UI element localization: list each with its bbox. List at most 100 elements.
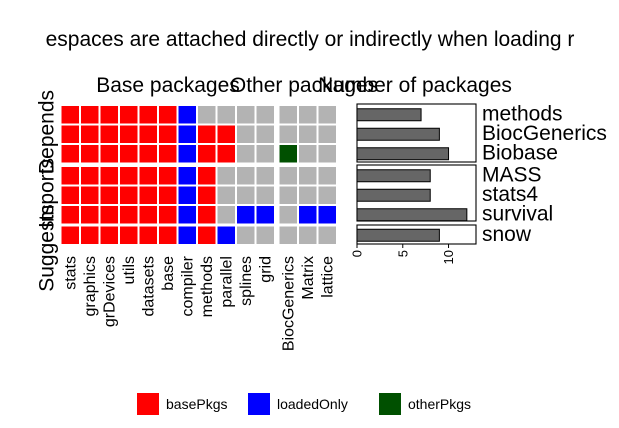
facet-title-base: Base packages [96, 74, 240, 97]
legend-label: basePkgs [166, 396, 227, 412]
legend-swatch [379, 393, 401, 415]
x-tick-label: grid [257, 256, 274, 283]
heatmap-cell [217, 145, 235, 163]
heatmap-cell [237, 226, 255, 244]
heatmap-cell [61, 206, 79, 224]
x-tick-label: compiler [179, 255, 196, 316]
facet-title-other: Other packages [230, 74, 378, 97]
heatmap-cell [279, 206, 297, 224]
heatmap-cell [318, 226, 336, 244]
heatmap-cell [318, 167, 336, 185]
heatmap-cell [120, 186, 138, 204]
bar [356, 188, 431, 202]
heatmap-cell [61, 186, 79, 204]
heatmap-cell [237, 167, 255, 185]
heatmap-cell [159, 106, 177, 124]
heatmap-cell [81, 206, 99, 224]
heatmap-cell [256, 106, 274, 124]
row-group-label-depends: Depends [36, 90, 59, 174]
bar-category-label: Biobase [482, 141, 558, 164]
heatmap-cell [100, 186, 118, 204]
heatmap-cell [198, 186, 216, 204]
heatmap-cell [217, 125, 235, 143]
facet-title-number: Number of packages [318, 74, 512, 97]
heatmap-cell [318, 186, 336, 204]
value-axis-tick-label: 10 [441, 250, 456, 264]
heatmap-cell [299, 167, 317, 185]
heatmap-cell [120, 226, 138, 244]
heatmap-cell [178, 226, 196, 244]
heatmap-cell [279, 186, 297, 204]
heatmap-cell [139, 206, 157, 224]
heatmap-cell [256, 206, 274, 224]
heatmap-cell [120, 106, 138, 124]
x-tick-label: graphics [82, 256, 99, 316]
heatmap-cell [279, 226, 297, 244]
legend: basePkgs loadedOnly otherPkgs [137, 393, 471, 415]
heatmap-cell [81, 226, 99, 244]
heatmap-cell [139, 106, 157, 124]
heatmap-cell [159, 167, 177, 185]
heatmap-cell [279, 167, 297, 185]
heatmap-cell [318, 145, 336, 163]
heatmap-cell [256, 125, 274, 143]
heatmap-cell [256, 226, 274, 244]
x-tick-label: grDevices [101, 256, 118, 327]
heatmap-cell [100, 167, 118, 185]
heatmap-cell [279, 106, 297, 124]
x-tick-label: BiocGenerics [280, 256, 297, 351]
heatmap-cell [198, 167, 216, 185]
bar-category-label: survival [482, 202, 553, 225]
heatmap-cell [139, 226, 157, 244]
heatmap-cell [120, 167, 138, 185]
heatmap-cell [299, 226, 317, 244]
heatmap-cell [178, 106, 196, 124]
legend-swatch [137, 393, 159, 415]
heatmap-cell [256, 186, 274, 204]
row-group-label-imports: Imports [36, 158, 59, 228]
bar [356, 147, 450, 161]
x-tick-labels: stats graphics grDevices utils datasets base c… [62, 255, 336, 351]
heatmap-cell [256, 167, 274, 185]
heatmap-cell [81, 167, 99, 185]
row-group-label-suggests: Suggests [36, 204, 59, 292]
x-tick-label: stats [62, 256, 79, 290]
x-tick-label: methods [199, 256, 216, 317]
heatmap-cell [81, 125, 99, 143]
heatmap-cell [61, 167, 79, 185]
heatmap-cell [318, 106, 336, 124]
bar-panel: methodsBiocGenericsBiobaseMASSstats4surv… [350, 102, 607, 264]
heatmap-cell [318, 125, 336, 143]
bar-category-label: MASS [482, 163, 542, 186]
heatmap-cell [159, 125, 177, 143]
heatmap-cell [279, 125, 297, 143]
value-axis-tick-label: 0 [350, 250, 365, 257]
heatmap-cell [279, 145, 297, 163]
heatmap-cell [61, 226, 79, 244]
heatmap-cell [61, 125, 79, 143]
heatmap-cell [120, 125, 138, 143]
heatmap-cell [217, 186, 235, 204]
heatmap-cell [81, 145, 99, 163]
bar-category-label: stats4 [482, 183, 538, 206]
bar [356, 127, 440, 141]
heatmap-cell [299, 206, 317, 224]
heatmap-cell [178, 206, 196, 224]
heatmap-cell [178, 186, 196, 204]
heatmap-cell [139, 125, 157, 143]
bar [356, 208, 468, 222]
legend-label: loadedOnly [277, 396, 348, 412]
heatmap-cell [61, 145, 79, 163]
x-tick-label: parallel [218, 256, 235, 308]
heatmap-cell [299, 125, 317, 143]
bar [356, 228, 440, 242]
heatmap-cell [217, 106, 235, 124]
bar-category-label: methods [482, 102, 563, 125]
heatmap-cell [159, 226, 177, 244]
heatmap-cell [139, 186, 157, 204]
x-tick-label: lattice [319, 256, 336, 298]
x-tick-label: splines [238, 256, 255, 306]
heatmap-cell [100, 145, 118, 163]
heatmap-cell [100, 125, 118, 143]
